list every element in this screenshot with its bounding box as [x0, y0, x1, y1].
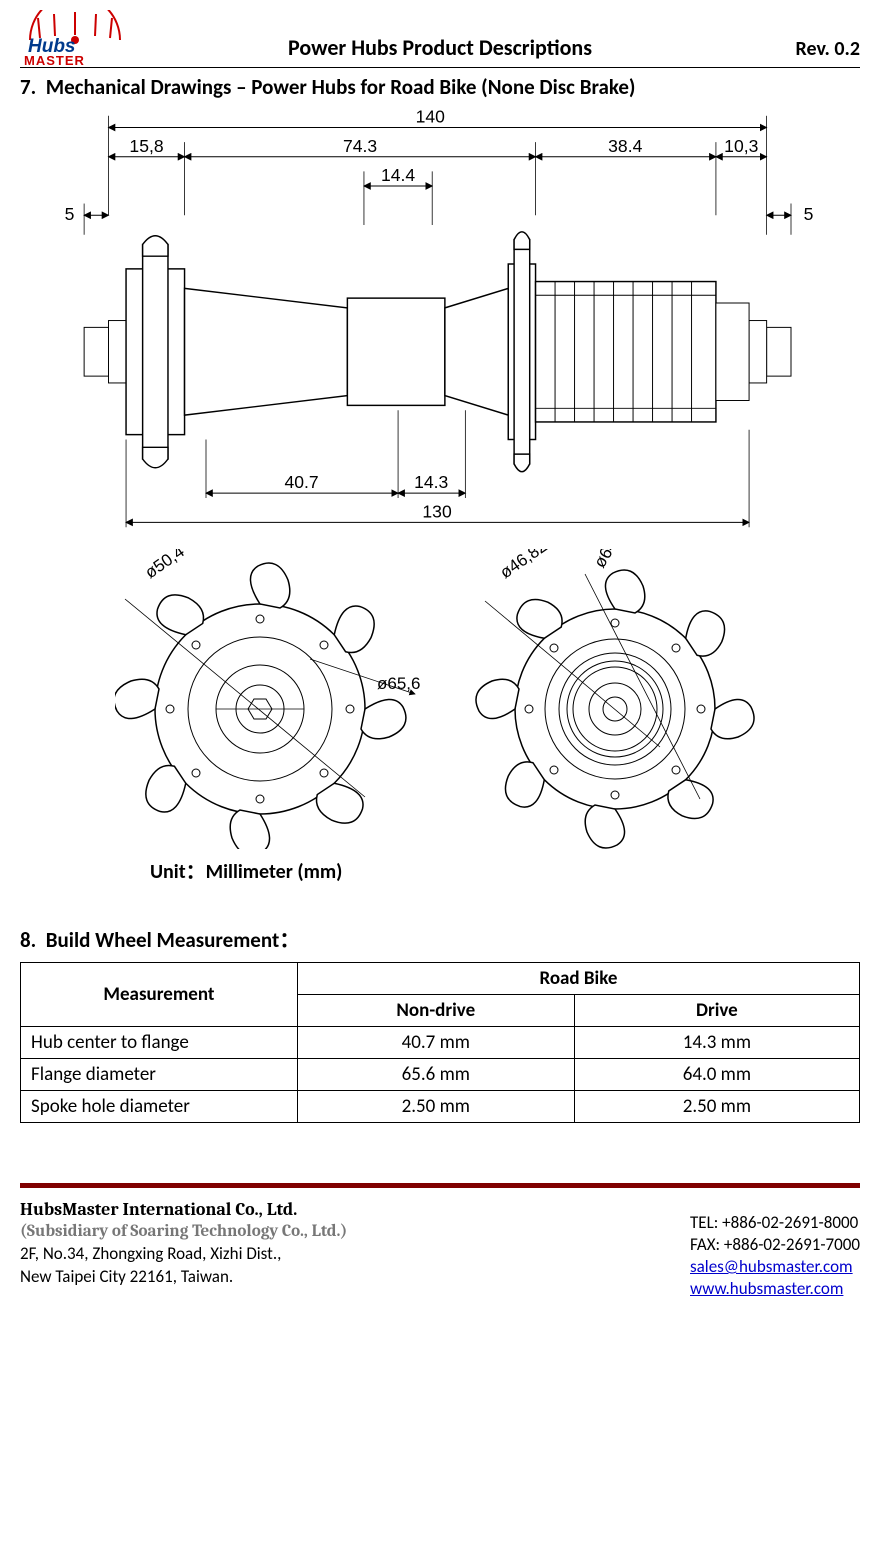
svg-text:5: 5 — [65, 204, 75, 224]
svg-text:MASTER: MASTER — [24, 53, 85, 65]
mechanical-drawing-side-views: ø50,4 ø65,6 — [50, 549, 830, 849]
section-7-title: 7. Mechanical Drawings – Power Hubs for … — [20, 74, 860, 100]
svg-text:74.3: 74.3 — [343, 136, 377, 156]
svg-text:14.3: 14.3 — [414, 472, 448, 492]
col-header-roadbike: Road Bike — [297, 963, 859, 995]
table-row: Spoke hole diameter 2.50 mm 2.50 mm — [21, 1091, 860, 1123]
footer-address: HubsMaster International Co., Ltd. (Subs… — [20, 1198, 347, 1300]
svg-text:ø50,4: ø50,4 — [141, 549, 188, 582]
svg-text:38.4: 38.4 — [608, 136, 642, 156]
table-row: Hub center to flange 40.7 mm 14.3 mm — [21, 1027, 860, 1059]
svg-text:ø64: ø64 — [590, 549, 621, 571]
col-header-nondrive: Non-drive — [297, 995, 574, 1027]
footer-tel: TEL: +886-02-2691-8000 — [690, 1212, 860, 1234]
svg-text:14.4: 14.4 — [381, 165, 415, 185]
page-header: Hubs MASTER Power Hubs Product Descripti… — [20, 10, 860, 68]
table-row: Measurement Road Bike — [21, 963, 860, 995]
doc-title: Power Hubs Product Descriptions — [130, 34, 750, 65]
col-header-drive: Drive — [574, 995, 859, 1027]
table-row: Flange diameter 65.6 mm 64.0 mm — [21, 1059, 860, 1091]
unit-label: Unit：Millimeter (mm) — [150, 855, 830, 884]
svg-text:5: 5 — [804, 204, 814, 224]
footer-fax: FAX: +886-02-2691-7000 — [690, 1234, 860, 1256]
mechanical-drawing-main: 140 15,8 74.3 38.4 10,3 14.4 5 5 — [50, 108, 830, 884]
svg-text:ø65,6: ø65,6 — [377, 674, 420, 693]
footer-contact: TEL: +886-02-2691-8000 FAX: +886-02-2691… — [690, 1198, 860, 1300]
svg-text:130: 130 — [422, 501, 452, 521]
col-header-measurement: Measurement — [21, 963, 298, 1027]
section-8-title: 8. Build Wheel Measurement： — [20, 924, 860, 954]
svg-text:40.7: 40.7 — [284, 472, 318, 492]
footer-email-link[interactable]: sales@hubsmaster.com — [690, 1256, 853, 1277]
page-footer: HubsMaster International Co., Ltd. (Subs… — [20, 1198, 860, 1300]
svg-text:10,3: 10,3 — [724, 136, 758, 156]
measurement-table: Measurement Road Bike Non-drive Drive Hu… — [20, 962, 860, 1123]
svg-text:15,8: 15,8 — [129, 136, 163, 156]
logo: Hubs MASTER — [20, 10, 130, 65]
footer-divider — [20, 1183, 860, 1188]
footer-web-link[interactable]: www.hubsmaster.com — [690, 1278, 843, 1299]
doc-revision: Rev. 0.2 — [750, 37, 860, 65]
svg-text:140: 140 — [416, 108, 446, 127]
svg-text:ø46,82: ø46,82 — [496, 549, 550, 582]
